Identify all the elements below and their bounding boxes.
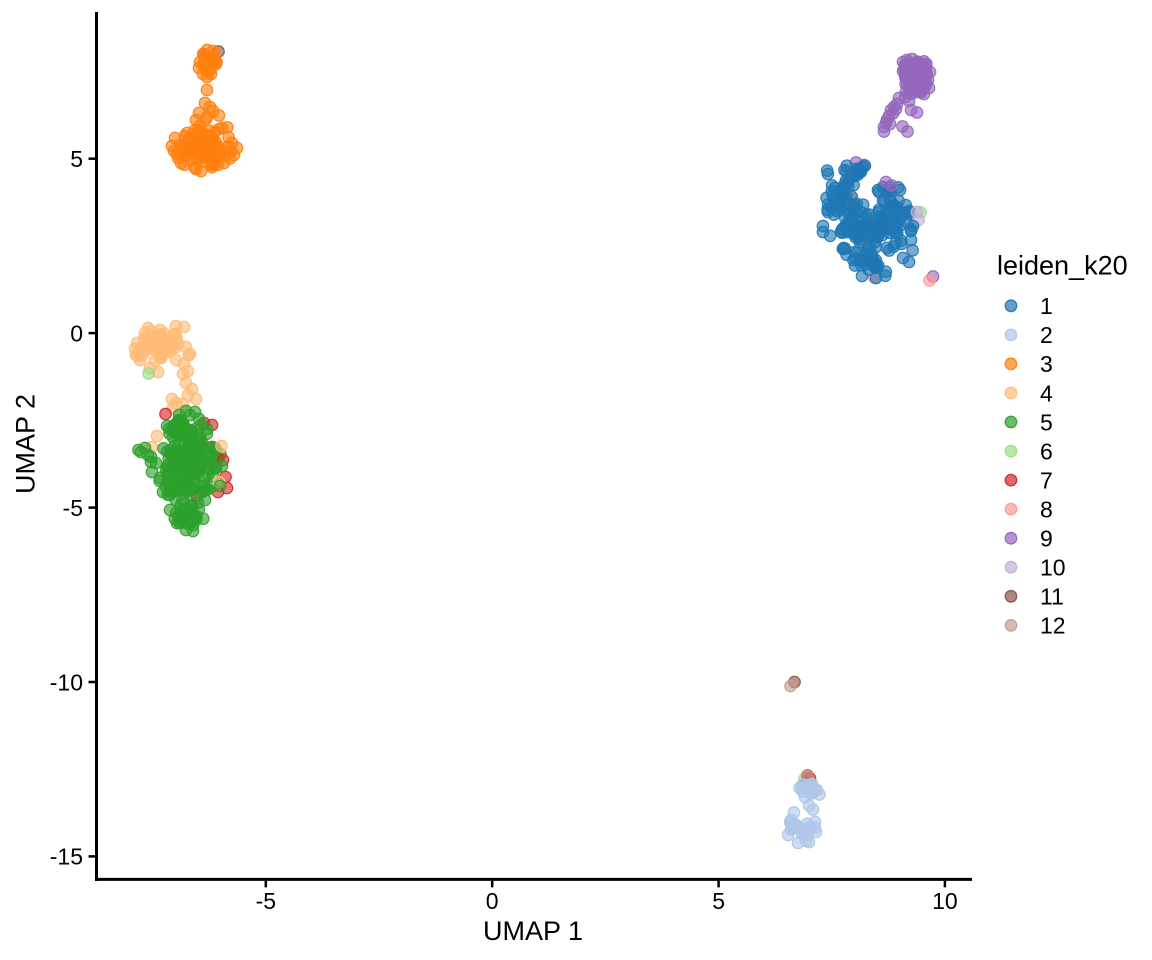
svg-text:5: 5 [70, 146, 83, 172]
svg-text:7: 7 [1040, 467, 1053, 493]
svg-text:0: 0 [70, 320, 83, 346]
svg-text:2: 2 [1040, 322, 1053, 348]
svg-text:6: 6 [1040, 438, 1053, 464]
svg-text:3: 3 [1040, 351, 1053, 377]
svg-text:9: 9 [1040, 526, 1053, 552]
svg-text:5: 5 [712, 888, 725, 914]
svg-text:UMAP 2: UMAP 2 [11, 394, 41, 494]
svg-text:10: 10 [932, 888, 958, 914]
svg-text:-5: -5 [63, 495, 83, 521]
svg-text:10: 10 [1040, 555, 1066, 581]
svg-text:4: 4 [1040, 380, 1053, 406]
svg-text:-15: -15 [50, 844, 83, 870]
svg-text:0: 0 [486, 888, 499, 914]
svg-text:5: 5 [1040, 409, 1053, 435]
svg-text:1: 1 [1040, 293, 1053, 319]
svg-text:8: 8 [1040, 496, 1053, 522]
svg-text:-10: -10 [50, 669, 83, 695]
svg-text:leiden_k20: leiden_k20 [997, 251, 1128, 281]
svg-text:12: 12 [1040, 613, 1066, 639]
svg-text:UMAP 1: UMAP 1 [483, 916, 583, 946]
svg-text:-5: -5 [256, 888, 276, 914]
svg-text:11: 11 [1040, 584, 1064, 610]
